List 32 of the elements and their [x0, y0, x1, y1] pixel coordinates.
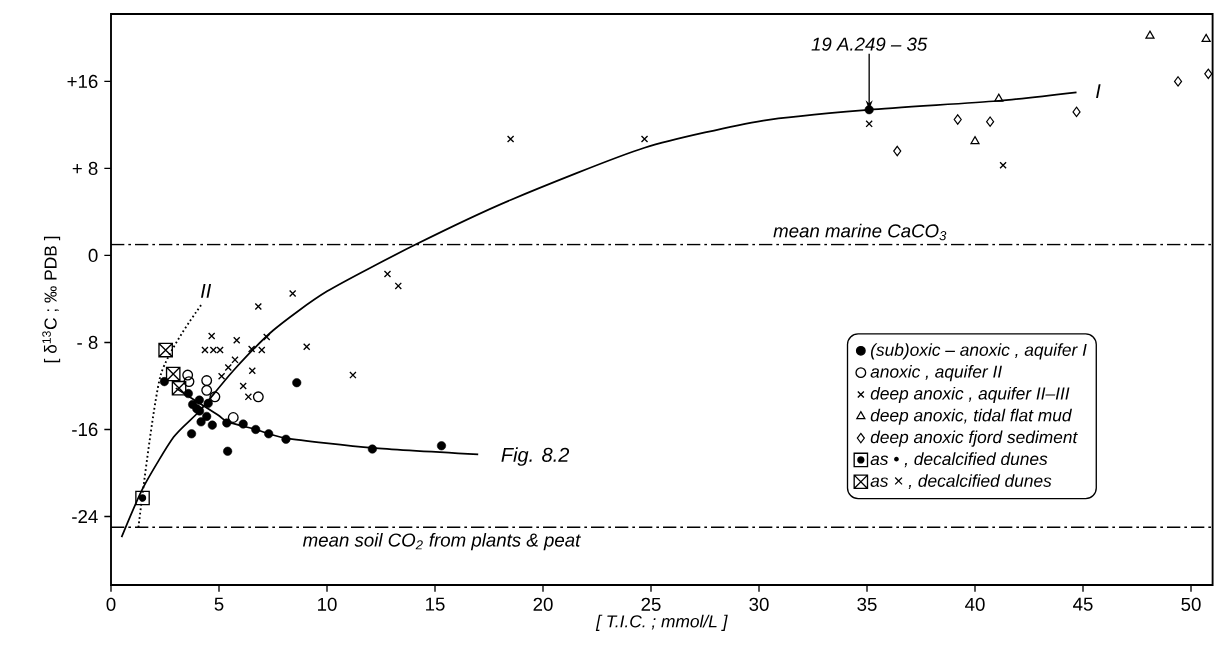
y-tick-label: - 8 — [77, 335, 98, 350]
annotation: I — [1096, 84, 1101, 98]
legend-label: as • , decalcified dunes — [870, 452, 1048, 468]
x-tick-label: 30 — [749, 597, 769, 611]
legend-label: deep anoxic fjord sediment — [870, 430, 1078, 447]
y-tick-label: 0 — [88, 248, 98, 263]
y-tick-label: +16 — [67, 74, 98, 89]
ref-line-label: mean marine CaCO$_{3}$ — [773, 223, 947, 241]
ref-line-label: mean soil CO$_{2}$ from plants & peat — [302, 532, 581, 551]
x-tick-label: 40 — [965, 597, 985, 611]
legend-label: anoxic , aquifer II — [870, 365, 1002, 382]
x-tick-label: 45 — [1073, 597, 1093, 611]
y-tick-label: + 8 — [72, 161, 98, 176]
x-tick-label: 10 — [318, 597, 337, 611]
legend-label: (sub)oxic – anoxic , aquifer I — [870, 343, 1087, 360]
annotation: Fig. 8.2 — [501, 447, 570, 466]
legend-label: as × , decalcified dunes — [870, 474, 1052, 489]
annotation: II — [200, 284, 212, 298]
legend-label: deep anoxic , aquifer II–III — [870, 386, 1070, 404]
x-tick-label: 50 — [1181, 597, 1201, 611]
annotation: 19 A.249 – 35 — [811, 37, 928, 51]
x-tick-label: 15 — [426, 597, 445, 611]
x-tick-label: 25 — [641, 597, 661, 611]
x-tick-label: 0 — [106, 597, 116, 611]
y-tick-label: -16 — [72, 422, 98, 437]
x-tick-label: 5 — [214, 597, 224, 611]
y-axis-title: [ δ$^{13}$C ; ‰ PDB ] — [42, 236, 61, 363]
x-tick-label: 35 — [857, 597, 877, 611]
x-tick-label: 20 — [533, 597, 553, 611]
x-axis-title: [ T.I.C. ; mmol/L ] — [595, 614, 728, 631]
legend-label: deep anoxic, tidal flat mud — [870, 408, 1072, 425]
y-tick-label: -24 — [72, 509, 98, 523]
